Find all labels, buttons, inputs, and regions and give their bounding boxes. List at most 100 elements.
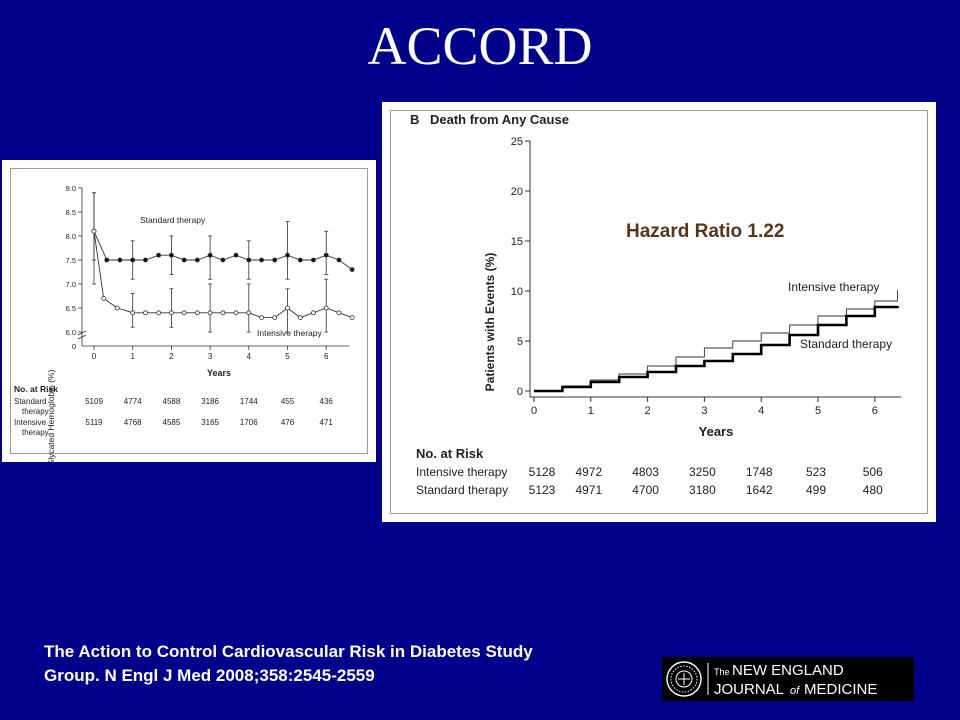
data-point-standard (130, 257, 136, 263)
data-point-intensive (143, 310, 148, 316)
data-point-intensive (323, 305, 329, 311)
x-tick-label: 2 (169, 352, 174, 361)
data-point-intensive (259, 315, 264, 321)
logo-line-2b: of (790, 685, 800, 697)
risk-table-cell: 506 (863, 465, 883, 479)
series-label-intensive: Intensive therapy (788, 280, 879, 294)
data-point-standard (311, 257, 316, 263)
series-label-intensive: Intensive therapy (257, 328, 322, 338)
data-point-intensive (91, 228, 97, 234)
data-point-standard (168, 252, 174, 258)
data-point-intensive (233, 310, 239, 316)
slide-title: ACCORD (367, 16, 593, 76)
x-tick-label: 2 (645, 405, 651, 417)
y-axis-label: Patients with Events (%) (483, 253, 497, 392)
data-point-intensive (297, 315, 303, 321)
risk-table-cell: 5109 (85, 397, 103, 406)
risk-row-standard-label: Standard therapy (416, 483, 508, 497)
data-point-standard (272, 257, 278, 263)
nejm-logo: The NEW ENGLAND JOURNAL of MEDICINE (662, 657, 914, 701)
risk-table-cell: 480 (863, 483, 883, 497)
data-point-standard (246, 257, 252, 263)
data-point-intensive (130, 310, 136, 316)
hba1c-chart: Glycated Hemoglobin (%) Years No. at Ris… (14, 184, 355, 462)
data-point-intensive (246, 310, 252, 316)
risk-table-cell: 1744 (240, 397, 258, 406)
hba1c-figure-frame (10, 168, 368, 454)
x-tick-label: 3 (701, 405, 707, 417)
risk-table-cell: 476 (281, 418, 295, 427)
y-tick-label: 0 (72, 342, 76, 351)
series-label-standard: Standard therapy (140, 215, 206, 225)
series-label-standard: Standard therapy (800, 337, 892, 351)
risk-table-cell: 4972 (575, 465, 602, 479)
y-tick-label: 7.0 (66, 280, 76, 289)
citation: The Action to Control Cardiovascular Ris… (44, 640, 664, 688)
risk-table-cell: 5119 (85, 418, 103, 427)
risk-table-cell: 5123 (529, 483, 556, 497)
risk-table-cell: 1642 (746, 483, 773, 497)
risk-table-title: No. at Risk (416, 446, 484, 461)
x-axis-label: Years (699, 424, 734, 439)
data-point-standard (233, 252, 239, 258)
risk-table-cell: 4803 (632, 465, 659, 479)
y-tick-label: 6.5 (66, 304, 76, 313)
y-tick-label: 5 (517, 336, 523, 348)
series-line-intensive (534, 290, 898, 392)
data-point-standard (323, 252, 329, 258)
citation-line-2: Group. N Engl J Med 2008;358:2545-2559 (44, 666, 375, 685)
risk-table-cell: 471 (320, 418, 334, 427)
logo-line-2c: MEDICINE (804, 681, 877, 698)
data-point-standard (259, 257, 264, 263)
nejm-seal-icon (666, 661, 702, 697)
data-point-standard (285, 252, 290, 258)
data-point-standard (349, 267, 355, 272)
data-point-standard (207, 252, 213, 258)
risk-table-cell: 4700 (632, 483, 659, 497)
data-point-intensive (194, 310, 200, 316)
citation-line-1: The Action to Control Cardiovascular Ris… (44, 642, 533, 661)
x-tick-label: 6 (324, 352, 329, 361)
risk-table-cell: 1706 (240, 418, 258, 427)
y-tick-label: 9.0 (66, 184, 76, 193)
risk-row-intensive-label: Intensive therapy (416, 465, 507, 479)
x-tick-label: 5 (815, 405, 821, 417)
x-tick-label: 4 (247, 352, 252, 361)
data-point-intensive (272, 315, 278, 321)
data-point-intensive (207, 310, 213, 316)
mortality-chart: B Death from Any Cause Hazard Ratio 1.22… (410, 112, 902, 497)
y-tick-label: 20 (511, 186, 523, 198)
risk-table-cell: 4971 (575, 483, 602, 497)
panel-letter: B (410, 112, 419, 127)
data-point-intensive (349, 315, 355, 321)
data-point-intensive (181, 310, 187, 316)
risk-row-intensive-label-2: therapy (22, 428, 49, 437)
risk-table-cell: 436 (320, 397, 334, 406)
y-tick-label: 8.0 (66, 232, 76, 241)
x-tick-label: 3 (208, 352, 213, 361)
data-point-intensive (114, 305, 120, 311)
risk-table-cell: 3186 (201, 397, 219, 406)
risk-table-cell: 1748 (746, 465, 773, 479)
risk-table-cell: 4774 (124, 397, 142, 406)
data-point-standard (104, 257, 110, 263)
data-point-standard (220, 257, 226, 263)
data-point-intensive (311, 310, 316, 316)
risk-table-cell: 4768 (124, 418, 142, 427)
risk-row-standard-label: Standard (14, 397, 46, 406)
data-point-intensive (336, 310, 342, 316)
data-point-standard (194, 257, 200, 263)
x-tick-label: 5 (285, 352, 290, 361)
data-point-standard (117, 257, 123, 263)
axis-break-mark (77, 330, 87, 340)
x-axis-label: Years (207, 368, 231, 378)
logo-line-1: NEW ENGLAND (732, 662, 844, 679)
y-tick-label: 8.5 (66, 208, 76, 217)
data-point-intensive (168, 310, 174, 316)
risk-row-intensive-label: Intensive (14, 418, 47, 427)
y-axis-label: Glycated Hemoglobin (%) (46, 369, 56, 462)
risk-table-cell: 3180 (689, 483, 716, 497)
logo-line-2a: JOURNAL (714, 681, 784, 698)
y-tick-label: 7.5 (66, 256, 76, 265)
series-line-standard (534, 305, 899, 393)
